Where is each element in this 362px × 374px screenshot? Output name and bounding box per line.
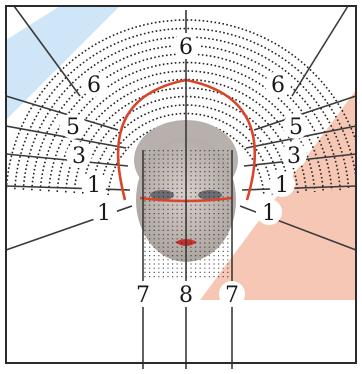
zone-label-top: 6 [173,33,199,60]
radial-spoke [241,185,357,191]
zone-label-left-5: 5 [60,113,86,140]
radial-spoke [5,185,131,191]
zone-label-text: 6 [179,35,193,60]
zone-label-text: 1 [275,173,289,198]
zone-label-text: 7 [225,283,239,308]
zone-label-text: 8 [179,283,193,308]
radial-spoke [253,95,357,131]
zone-label-left-3: 3 [66,142,92,169]
zone-label-right-5: 5 [283,113,309,140]
radial-spoke [13,5,81,97]
radial-spoke [5,125,127,149]
right-eye [198,190,222,200]
zone-label-text: 1 [87,173,101,198]
zone-label-upper-right: 6 [265,71,291,98]
watermark-blue-shape [6,6,120,120]
zone-label-right-3: 3 [281,142,307,169]
zone-label-left-1a: 1 [81,171,107,198]
zone-label-text: 7 [136,283,150,308]
radial-spoke [291,5,349,97]
zone-label-text: 5 [289,115,303,140]
zone-label-text: 1 [262,201,276,226]
zone-label-upper-left: 6 [81,71,107,98]
zone-label-left-1b: 1 [91,199,117,226]
dotted-arc [22,36,350,190]
zone-label-right-1a: 1 [269,171,295,198]
zone-label-bottom-right: 7 [219,281,245,308]
zone-label-bottom-center: 8 [173,281,199,308]
zone-label-text: 6 [271,73,285,98]
diagram-frame [5,5,357,364]
zone-label-text: 5 [66,115,80,140]
zone-label-bottom-left: 7 [130,281,156,308]
zone-label-text: 1 [97,201,111,226]
zone-label-text: 3 [287,144,301,169]
zone-labels: 6 6 6 5 5 3 3 1 [60,33,309,308]
zone-label-text: 6 [87,73,101,98]
dotted-arc [81,95,291,194]
zone-label-right-1b: 1 [256,199,282,226]
zone-label-text: 3 [72,144,86,169]
lower-vertical-lines [142,10,233,369]
radial-spoke [5,95,119,131]
